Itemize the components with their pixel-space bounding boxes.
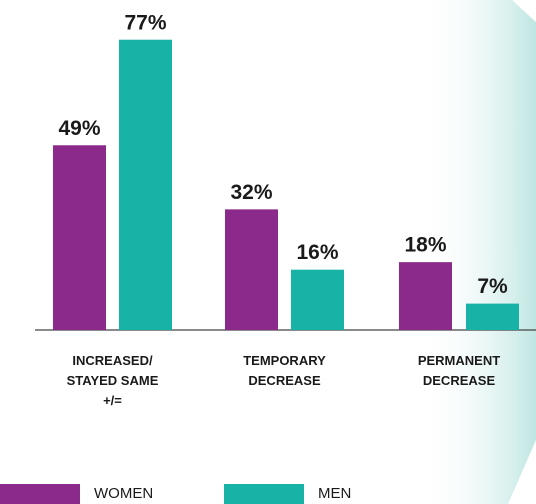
bar [399,262,452,330]
legend-swatch [224,484,304,504]
legend-label: WOMEN [94,485,153,502]
category-label: INCREASED/STAYED SAME +/= [67,353,159,408]
background-panel [420,0,536,504]
value-label: 49% [58,117,100,140]
value-label: 7% [477,275,508,298]
bar [466,303,519,330]
category-label: PERMANENT DECREASE [418,353,500,388]
category-label: TEMPORARY DECREASE [243,353,326,388]
bar [291,269,344,330]
legend-swatch [0,484,80,504]
legend-label: MEN [318,485,351,502]
bar [53,145,106,330]
bar [119,39,172,331]
value-label: 18% [404,234,446,257]
value-label: 16% [296,241,338,264]
value-label: 32% [230,181,272,204]
value-label: 77% [124,11,166,34]
bar [225,209,278,330]
